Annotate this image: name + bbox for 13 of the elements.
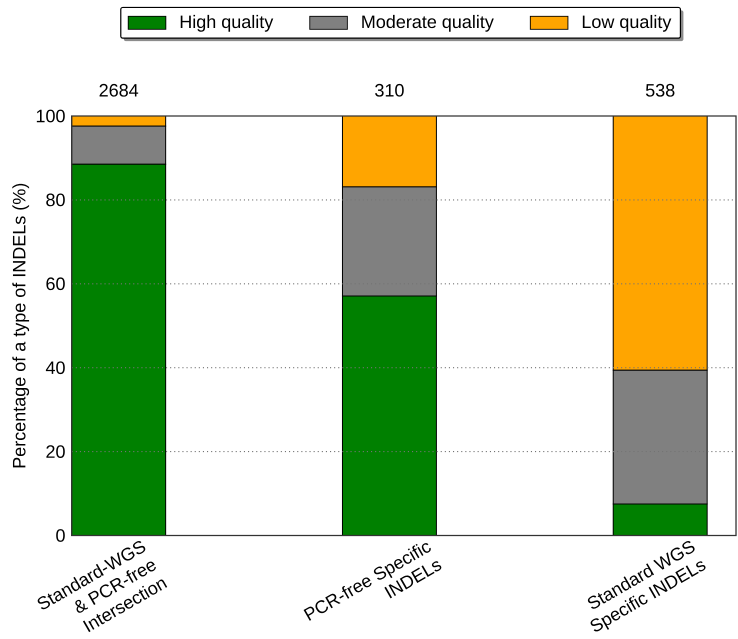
y-tick-label: 80 (46, 194, 65, 206)
text: 310 (375, 84, 404, 97)
text: 538 (646, 84, 674, 97)
y-tick-label: 20 (46, 445, 65, 458)
y-axis-title: Percentage of a type of INDELs (%) (12, 184, 30, 468)
y-tick-label: 40 (46, 361, 65, 374)
y-tick-label: 0 (56, 529, 65, 542)
legend-label: Low quality (582, 14, 672, 32)
legend-label: High quality (180, 14, 274, 32)
y-tick-label: 60 (46, 277, 65, 290)
y-tick-label: 100 (36, 110, 65, 122)
legend-label: Moderate quality (362, 14, 494, 32)
text: 2684 (100, 84, 138, 97)
